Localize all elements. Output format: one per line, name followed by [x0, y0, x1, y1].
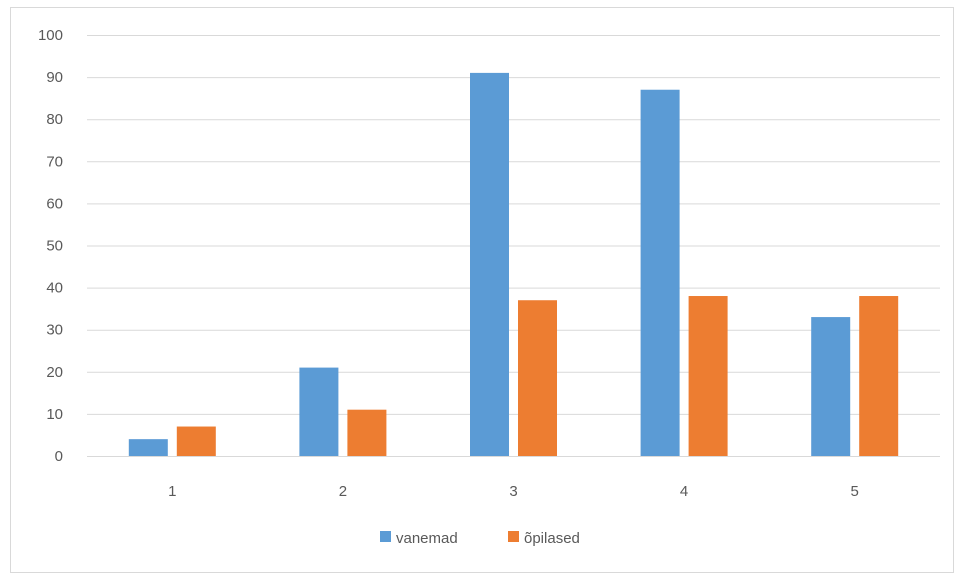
legend-label: vanemad [396, 530, 458, 547]
bar-õpilased-5 [859, 296, 899, 456]
bar-õpilased-2 [347, 409, 387, 456]
bar-õpilased-3 [518, 300, 557, 456]
legend-label: õpilased [524, 530, 580, 547]
bar-vanemad-5 [811, 317, 851, 456]
gridlines [87, 35, 940, 457]
x-tick-label: 4 [680, 483, 688, 500]
bar-vanemad-3 [470, 72, 509, 456]
y-tick-label: 40 [46, 280, 63, 297]
y-tick-label: 60 [46, 195, 63, 212]
x-axis: 1 2 3 4 5 [168, 483, 859, 500]
y-tick-label: 70 [46, 153, 63, 170]
x-tick-label: 5 [851, 483, 859, 500]
bar-vanemad-2 [299, 367, 339, 456]
y-tick-label: 20 [46, 364, 63, 381]
legend-swatch-õpilased [508, 531, 519, 542]
x-tick-label: 1 [168, 483, 176, 500]
y-tick-label: 10 [46, 406, 63, 423]
bar-vanemad-1 [128, 439, 168, 456]
y-tick-label: 100 [38, 27, 63, 44]
x-tick-label: 2 [339, 483, 347, 500]
x-tick-label: 3 [509, 483, 517, 500]
legend: vanemad õpilased [380, 530, 580, 547]
y-axis: 0 10 20 30 40 50 60 70 80 90 100 [38, 27, 63, 465]
y-tick-label: 30 [46, 322, 63, 339]
legend-swatch-vanemad [380, 531, 391, 542]
y-tick-label: 0 [55, 448, 63, 465]
bar-õpilased-4 [688, 296, 728, 456]
y-tick-label: 80 [46, 111, 63, 128]
bar-õpilased-1 [176, 426, 216, 456]
bars [128, 72, 899, 456]
y-tick-label: 50 [46, 238, 63, 255]
y-tick-label: 90 [46, 69, 63, 86]
bar-vanemad-4 [640, 89, 680, 456]
